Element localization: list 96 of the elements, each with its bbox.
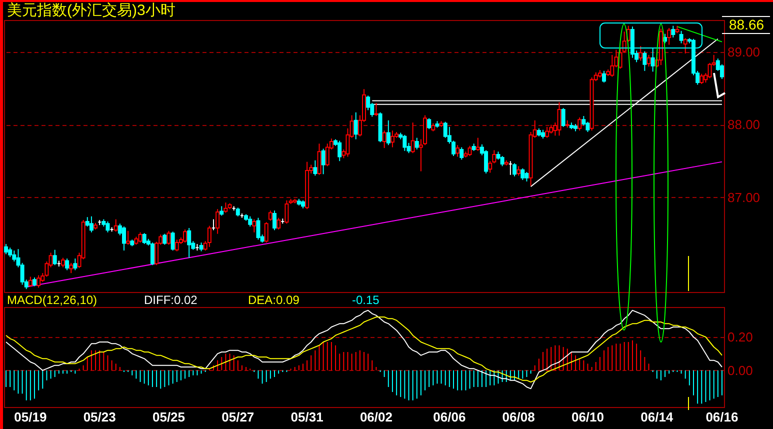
candlestick <box>476 137 480 152</box>
y-tick-label: 89.00 <box>728 44 760 60</box>
candlestick <box>114 218 118 232</box>
candlestick <box>256 217 260 240</box>
candlestick <box>162 233 167 246</box>
text: 88.66 <box>729 16 764 32</box>
candlestick <box>456 144 460 158</box>
x-tick-label: 06/10 <box>571 410 604 424</box>
text: -0.15 <box>352 293 380 307</box>
candlestick <box>272 210 277 231</box>
candlestick <box>516 166 521 176</box>
candlestick <box>138 232 142 244</box>
candlestick <box>683 38 688 54</box>
text: DEA:0.09 <box>248 293 300 307</box>
candlestick <box>427 118 432 130</box>
candlestick <box>642 50 647 72</box>
candlestick <box>390 130 394 148</box>
candlestick <box>183 228 188 244</box>
chart-title: 美元指数(外汇交易)3小时 <box>7 2 176 19</box>
candlestick <box>207 225 212 248</box>
candlestick <box>700 73 704 84</box>
candlestick <box>354 112 358 140</box>
candlestick <box>545 126 550 138</box>
candlestick <box>28 276 32 288</box>
candlestick <box>524 172 529 182</box>
candlestick <box>174 239 179 252</box>
candlestick <box>460 146 464 160</box>
candlestick <box>216 208 220 234</box>
candlestick <box>284 200 289 224</box>
candlestick <box>468 145 472 156</box>
y-tick-label: 87.00 <box>728 190 760 205</box>
candlestick <box>52 249 57 266</box>
candlestick <box>142 232 146 244</box>
candlestick <box>671 25 676 38</box>
candlestick <box>512 162 517 177</box>
chart-title: MACD(12,26,10) <box>7 293 98 307</box>
candlestick <box>638 46 643 62</box>
x-tick-label: 06/06 <box>433 410 466 424</box>
candlestick <box>561 108 566 128</box>
candlestick <box>386 120 390 146</box>
candlestick <box>557 102 562 136</box>
line-series <box>6 316 722 382</box>
candlestick <box>126 230 130 246</box>
x-tick-label: 06/08 <box>502 410 535 424</box>
candlestick <box>382 130 386 148</box>
x-tick-label: 05/25 <box>152 410 186 424</box>
text: DIFF:0.02 <box>144 293 198 307</box>
candlestick <box>106 220 110 233</box>
candlestick <box>338 140 342 162</box>
candlestick <box>8 247 12 258</box>
candlestick <box>224 202 228 214</box>
x-tick-label: 05/27 <box>222 410 254 424</box>
candlestick <box>73 258 78 271</box>
candlestick <box>60 257 65 268</box>
candlestick <box>321 148 326 175</box>
candlestick <box>268 210 272 222</box>
x-tick-label: 06/16 <box>706 410 738 424</box>
candlestick <box>402 134 407 152</box>
x-tick-label: 06/14 <box>640 410 674 424</box>
x-tick-label: 05/19 <box>14 410 47 424</box>
candlestick <box>69 262 74 274</box>
candlestick <box>602 70 606 84</box>
candlestick <box>248 216 252 228</box>
y-tick-label: 88.00 <box>728 117 760 132</box>
candlestick <box>276 217 281 230</box>
candlestick <box>150 242 154 266</box>
candlestick <box>166 230 171 246</box>
candlestick <box>187 228 192 258</box>
candlestick <box>578 116 582 132</box>
candlestick <box>410 122 415 154</box>
candlestick <box>414 137 419 150</box>
candlestick <box>667 28 672 46</box>
candlestick <box>679 30 684 44</box>
candlestick <box>220 206 224 216</box>
candlestick <box>89 216 94 233</box>
x-tick-label: 05/23 <box>83 410 116 424</box>
candlestick <box>610 54 614 78</box>
candlestick <box>122 226 126 252</box>
candlestick <box>317 143 322 176</box>
candlestick <box>646 54 651 68</box>
candlestick <box>4 244 8 255</box>
candlestick <box>36 274 41 288</box>
candlestick <box>252 218 256 233</box>
x-tick-label: 06/02 <box>360 410 392 424</box>
candlestick <box>170 231 175 252</box>
candlestick <box>65 258 70 271</box>
y-tick-label: 0.20 <box>728 330 753 344</box>
candlestick <box>374 102 378 116</box>
candlestick <box>264 222 268 244</box>
line-series <box>6 310 722 390</box>
candlestick <box>500 156 504 167</box>
y-tick-label: 0.00 <box>728 362 753 378</box>
candlestick <box>313 160 318 176</box>
candlestick <box>520 168 525 180</box>
x-tick-label: 05/31 <box>290 410 324 424</box>
candlestick <box>650 48 655 72</box>
